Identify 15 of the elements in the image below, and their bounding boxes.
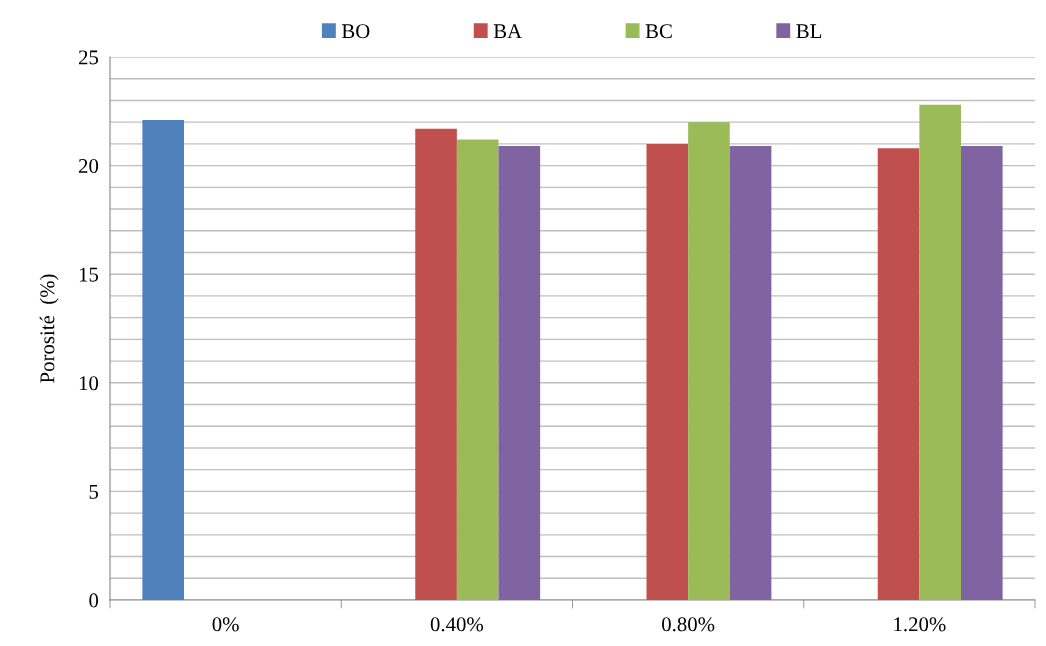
y-tick-label: 20 — [78, 158, 99, 174]
x-tick-label: 1.20% — [894, 617, 946, 632]
legend-label: BL — [796, 24, 822, 39]
y-axis-title: Porosité (%) — [39, 274, 59, 383]
y-tick-label: 15 — [79, 267, 99, 282]
legend-label: BA — [493, 24, 522, 39]
legend-label: BC — [645, 24, 672, 39]
x-tick-label: 0.80% — [662, 617, 715, 632]
y-tick-label: 25 — [78, 50, 99, 65]
y-tick-label: 5 — [89, 484, 99, 499]
x-tick-label: 0.40% — [430, 617, 484, 632]
y-tick-label: 10 — [79, 376, 99, 391]
y-tick-label: 0 — [89, 593, 99, 608]
legend-label: BO — [341, 24, 370, 39]
x-tick-label: 0% — [212, 617, 239, 632]
